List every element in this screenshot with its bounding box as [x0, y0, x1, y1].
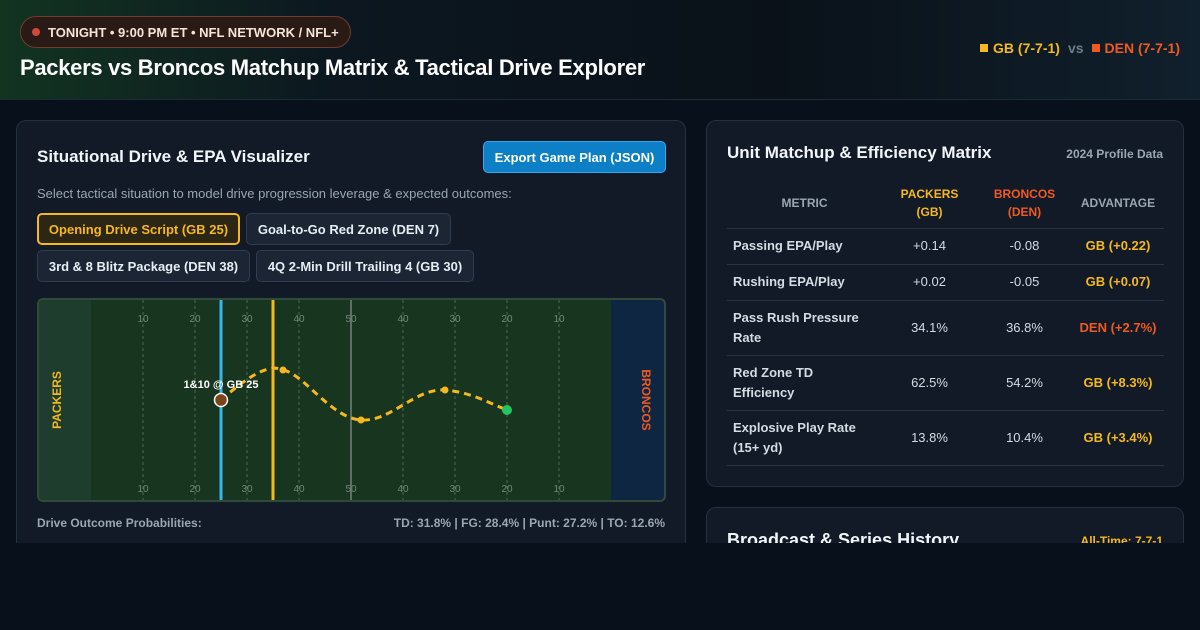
- advantage-value: DEN (+2.7%): [1072, 300, 1164, 356]
- metric-name: Explosive Play Rate (15+ yd): [727, 410, 882, 466]
- yard-number-label: 20: [189, 314, 201, 325]
- efficiency-matrix-table: METRIC PACKERS (GB) BRONCOS (DEN) ADVANT…: [727, 178, 1164, 466]
- broncos-endzone-label: BRONCOS: [639, 369, 653, 430]
- matrix-data-source: 2024 Profile Data: [1066, 147, 1163, 161]
- scenario-blitz-package[interactable]: 3rd & 8 Blitz Package (DEN 38): [37, 250, 250, 282]
- table-row: Pass Rush Pressure Rate 34.1% 36.8% DEN …: [727, 300, 1164, 356]
- packers-endzone-label: PACKERS: [50, 371, 64, 429]
- football-icon[interactable]: [213, 392, 229, 408]
- packers-value: 13.8%: [882, 410, 977, 466]
- drive-waypoint: [441, 386, 449, 394]
- metric-name: Passing EPA/Play: [727, 228, 882, 265]
- table-row: Passing EPA/Play +0.14 -0.08 GB (+0.22): [727, 228, 1164, 265]
- yard-number-label: 30: [241, 314, 253, 325]
- yard-number-label: 40: [293, 314, 305, 325]
- yard-number-label: 10: [553, 314, 565, 325]
- matchup-matrix-card: Unit Matchup & Efficiency Matrix 2024 Pr…: [706, 120, 1184, 487]
- ball-position-label: 1&10 @ GB 25: [184, 379, 259, 391]
- drive-end-marker: [502, 405, 512, 415]
- yard-number-label: 30: [449, 484, 461, 495]
- matchup-matrix-title: Unit Matchup & Efficiency Matrix: [727, 143, 992, 162]
- field-diagram: 10 10 20 20 30 30 40 40 50 50 40 40 30 30 20 20 10 10 1&1…: [39, 300, 664, 500]
- live-dot-icon: [32, 28, 40, 36]
- yard-labels: 10 10 20 20 30 30 40 40 50 50 40 40 30 30 20 20 10 10: [137, 314, 565, 495]
- packers-value: +0.14: [882, 228, 977, 265]
- yard-number-label: 30: [241, 484, 253, 495]
- export-game-plan-button[interactable]: Export Game Plan (JSON): [483, 141, 666, 173]
- yard-number-label: 10: [553, 484, 565, 495]
- packers-endzone: [39, 300, 91, 500]
- column-header-metric: METRIC: [727, 178, 882, 229]
- table-row: Explosive Play Rate (15+ yd) 13.8% 10.4%…: [727, 410, 1164, 466]
- packers-value: +0.02: [882, 264, 977, 301]
- broncos-value: 10.4%: [977, 410, 1072, 466]
- drive-path: [220, 366, 508, 422]
- yard-number-label: 50: [345, 314, 357, 325]
- scenario-opening-drive[interactable]: Opening Drive Script (GB 25): [37, 213, 240, 245]
- packers-value: 62.5%: [882, 355, 977, 411]
- scenario-red-zone[interactable]: Goal-to-Go Red Zone (DEN 7): [246, 213, 451, 245]
- broncos-value: 36.8%: [977, 300, 1072, 356]
- packers-record-label: GB (7-7-1): [993, 40, 1060, 56]
- drive-waypoint: [357, 416, 365, 424]
- drive-visualizer-title: Situational Drive & EPA Visualizer: [37, 147, 310, 166]
- yard-number-label: 20: [189, 484, 201, 495]
- broncos-value: -0.05: [977, 264, 1072, 301]
- scenario-two-minute-drill[interactable]: 4Q 2-Min Drill Trailing 4 (GB 30): [256, 250, 474, 282]
- advantage-value: GB (+0.07): [1072, 264, 1164, 301]
- advantage-value: GB (+0.22): [1072, 228, 1164, 265]
- column-header-packers: PACKERS (GB): [882, 178, 977, 229]
- scenario-hint: Select tactical situation to model drive…: [37, 186, 512, 201]
- broncos-square-icon: [1091, 44, 1100, 52]
- header-banner: TONIGHT • 9:00 PM ET • NFL NETWORK / NFL…: [0, 0, 1200, 100]
- packers-value: 34.1%: [882, 300, 977, 356]
- broncos-value: 54.2%: [977, 355, 1072, 411]
- page-bottom-background: [0, 543, 1200, 630]
- broadcast-badge-label: TONIGHT • 9:00 PM ET • NFL NETWORK / NFL…: [48, 24, 339, 40]
- metric-name: Rushing EPA/Play: [727, 264, 882, 301]
- yard-number-label: 40: [397, 484, 409, 495]
- metric-name: Pass Rush Pressure Rate: [727, 300, 882, 356]
- football-field[interactable]: 10 10 20 20 30 30 40 40 50 50 40 40 30 30 20 20 10 10 1&1…: [37, 298, 666, 502]
- broncos-record: DEN (7-7-1): [1091, 40, 1180, 56]
- table-header-row: METRIC PACKERS (GB) BRONCOS (DEN) ADVANT…: [727, 178, 1164, 229]
- yard-number-label: 40: [397, 314, 409, 325]
- page-title: Packers vs Broncos Matchup Matrix & Tact…: [20, 55, 646, 80]
- packers-record: GB (7-7-1): [980, 40, 1060, 56]
- packers-square-icon: [980, 44, 989, 52]
- yard-number-label: 10: [137, 484, 149, 495]
- broncos-value: -0.08: [977, 228, 1072, 265]
- outcome-probabilities-label: Drive Outcome Probabilities:: [37, 516, 202, 530]
- broncos-endzone: [611, 300, 664, 500]
- yard-number-label: 20: [501, 484, 513, 495]
- versus-label: vs: [1067, 40, 1084, 56]
- drive-visualizer-card: Situational Drive & EPA Visualizer Expor…: [16, 120, 686, 560]
- advantage-value: GB (+8.3%): [1072, 355, 1164, 411]
- yard-number-label: 10: [137, 314, 149, 325]
- column-header-advantage: ADVANTAGE: [1072, 178, 1164, 229]
- yard-number-label: 20: [501, 314, 513, 325]
- broncos-record-label: DEN (7-7-1): [1104, 40, 1180, 56]
- table-row: Red Zone TD Efficiency 62.5% 54.2% GB (+…: [727, 355, 1164, 411]
- outcome-probabilities-values: TD: 31.8% | FG: 28.4% | Punt: 27.2% | TO…: [393, 516, 665, 530]
- yard-number-label: 50: [345, 484, 357, 495]
- broadcast-badge: TONIGHT • 9:00 PM ET • NFL NETWORK / NFL…: [20, 16, 351, 48]
- team-records: GB (7-7-1) vs DEN (7-7-1): [980, 40, 1180, 56]
- yard-number-label: 40: [293, 484, 305, 495]
- yard-number-label: 30: [449, 314, 461, 325]
- metric-name: Red Zone TD Efficiency: [727, 355, 882, 411]
- table-row: Rushing EPA/Play +0.02 -0.05 GB (+0.07): [727, 264, 1164, 301]
- drive-waypoint: [279, 366, 287, 374]
- yard-lines: [142, 300, 560, 500]
- column-header-broncos: BRONCOS (DEN): [977, 178, 1072, 229]
- advantage-value: GB (+3.4%): [1072, 410, 1164, 466]
